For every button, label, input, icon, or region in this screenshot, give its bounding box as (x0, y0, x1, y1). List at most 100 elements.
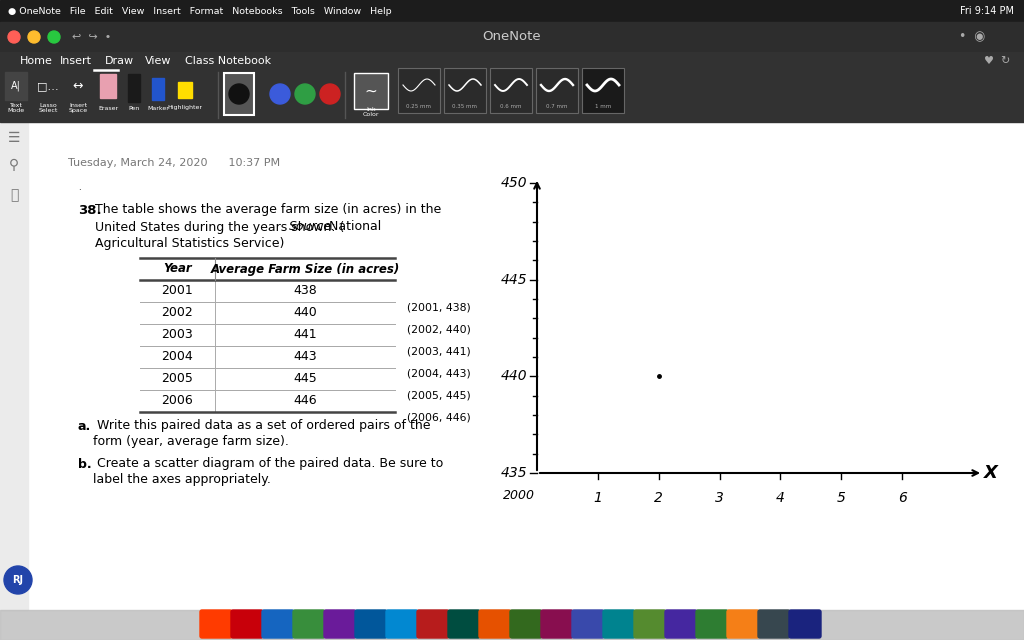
Text: United States during the years shown. (: United States during the years shown. ( (95, 221, 344, 234)
Circle shape (270, 84, 290, 104)
FancyBboxPatch shape (541, 610, 573, 638)
FancyBboxPatch shape (634, 610, 666, 638)
Text: OneNote: OneNote (482, 31, 542, 44)
Text: RJ: RJ (12, 575, 24, 585)
Text: Insert: Insert (60, 56, 92, 66)
Text: ● OneNote   File   Edit   View   Insert   Format   Notebooks   Tools   Window   : ● OneNote File Edit View Insert Format N… (8, 6, 391, 15)
Bar (490, 68, 532, 113)
Text: 1 mm: 1 mm (595, 104, 611, 109)
Circle shape (48, 31, 60, 43)
FancyBboxPatch shape (262, 610, 294, 638)
Text: 445: 445 (501, 273, 527, 287)
Text: 3: 3 (715, 491, 724, 505)
Text: (2003, 441): (2003, 441) (407, 347, 471, 357)
Bar (354, 73, 388, 109)
FancyBboxPatch shape (293, 610, 325, 638)
Text: (2005, 445): (2005, 445) (407, 391, 471, 401)
Text: 2003: 2003 (162, 328, 194, 342)
Circle shape (229, 84, 249, 104)
Text: 443: 443 (293, 351, 316, 364)
Bar (0, 610, 1024, 640)
FancyBboxPatch shape (324, 610, 356, 638)
FancyBboxPatch shape (696, 610, 728, 638)
FancyBboxPatch shape (479, 610, 511, 638)
Text: Average Farm Size (in acres): Average Farm Size (in acres) (210, 262, 399, 275)
Text: View: View (145, 56, 171, 66)
Bar (152, 78, 164, 100)
Text: Source:: Source: (289, 221, 336, 234)
Text: A|: A| (11, 81, 20, 92)
Text: 446: 446 (293, 394, 316, 408)
Text: Agricultural Statistics Service): Agricultural Statistics Service) (95, 237, 285, 250)
Text: Draw: Draw (105, 56, 134, 66)
Text: National: National (325, 221, 381, 234)
Text: Marker: Marker (147, 106, 169, 111)
Bar (5, 72, 27, 100)
Text: •  ◉: • ◉ (958, 31, 985, 44)
Text: form (year, average farm size).: form (year, average farm size). (93, 435, 289, 449)
Bar (224, 73, 254, 115)
Text: ⏰: ⏰ (10, 188, 18, 202)
Circle shape (8, 31, 20, 43)
FancyBboxPatch shape (200, 610, 232, 638)
FancyBboxPatch shape (386, 610, 418, 638)
Text: 0.25 mm: 0.25 mm (407, 104, 431, 109)
Text: Year: Year (163, 262, 191, 275)
Text: 2000: 2000 (503, 489, 535, 502)
Circle shape (319, 84, 340, 104)
Bar (0, 22, 1024, 52)
FancyBboxPatch shape (572, 610, 604, 638)
Text: (2006, 446): (2006, 446) (407, 413, 471, 423)
Text: b.: b. (78, 458, 91, 470)
Text: Class Notebook: Class Notebook (185, 56, 271, 66)
Text: 450: 450 (501, 176, 527, 190)
FancyBboxPatch shape (449, 610, 480, 638)
Text: X: X (984, 464, 998, 482)
Text: ☰: ☰ (8, 131, 20, 145)
Text: (2002, 440): (2002, 440) (407, 325, 471, 335)
Text: (2004, 443): (2004, 443) (407, 369, 471, 379)
Text: The table shows the average farm size (in acres) in the: The table shows the average farm size (i… (95, 204, 441, 216)
FancyBboxPatch shape (727, 610, 759, 638)
Text: Home: Home (20, 56, 53, 66)
Text: ⚲: ⚲ (9, 158, 19, 172)
Text: a.: a. (78, 419, 91, 433)
Text: Create a scatter diagram of the paired data. Be sure to: Create a scatter diagram of the paired d… (93, 458, 443, 470)
Text: Text
Mode: Text Mode (7, 102, 25, 113)
Text: 2: 2 (654, 491, 664, 505)
Bar (536, 68, 578, 113)
Text: Lasso
Select: Lasso Select (38, 102, 57, 113)
FancyBboxPatch shape (510, 610, 542, 638)
Text: Highlighter: Highlighter (168, 106, 203, 111)
FancyBboxPatch shape (355, 610, 387, 638)
Text: ~: ~ (365, 83, 378, 99)
Text: label the axes appropriately.: label the axes appropriately. (93, 474, 271, 486)
Text: 0.35 mm: 0.35 mm (453, 104, 477, 109)
Text: Insert
Space: Insert Space (69, 102, 88, 113)
Bar (178, 82, 193, 98)
Text: 445: 445 (293, 372, 316, 385)
Text: Ink
Color: Ink Color (362, 107, 379, 117)
Text: ↩  ↪  •: ↩ ↪ • (72, 32, 112, 42)
Bar (28, 122, 1024, 610)
Text: 440: 440 (293, 307, 316, 319)
FancyBboxPatch shape (665, 610, 697, 638)
Circle shape (4, 566, 32, 594)
Text: 38.: 38. (78, 204, 101, 216)
Text: ↔: ↔ (73, 79, 83, 93)
Text: Tuesday, March 24, 2020      10:37 PM: Tuesday, March 24, 2020 10:37 PM (68, 158, 281, 168)
Text: 5: 5 (837, 491, 846, 505)
Circle shape (28, 31, 40, 43)
Bar (0, 0, 1024, 22)
Text: (2001, 438): (2001, 438) (407, 303, 471, 313)
Text: 0.7 mm: 0.7 mm (546, 104, 567, 109)
FancyBboxPatch shape (603, 610, 635, 638)
Text: 6: 6 (898, 491, 906, 505)
Text: Pen: Pen (128, 106, 139, 111)
Text: ⋅: ⋅ (78, 186, 81, 195)
FancyBboxPatch shape (231, 610, 263, 638)
Text: Eraser: Eraser (98, 106, 118, 111)
Bar (100, 74, 116, 98)
Bar (0, 52, 1024, 122)
Text: 1: 1 (594, 491, 602, 505)
